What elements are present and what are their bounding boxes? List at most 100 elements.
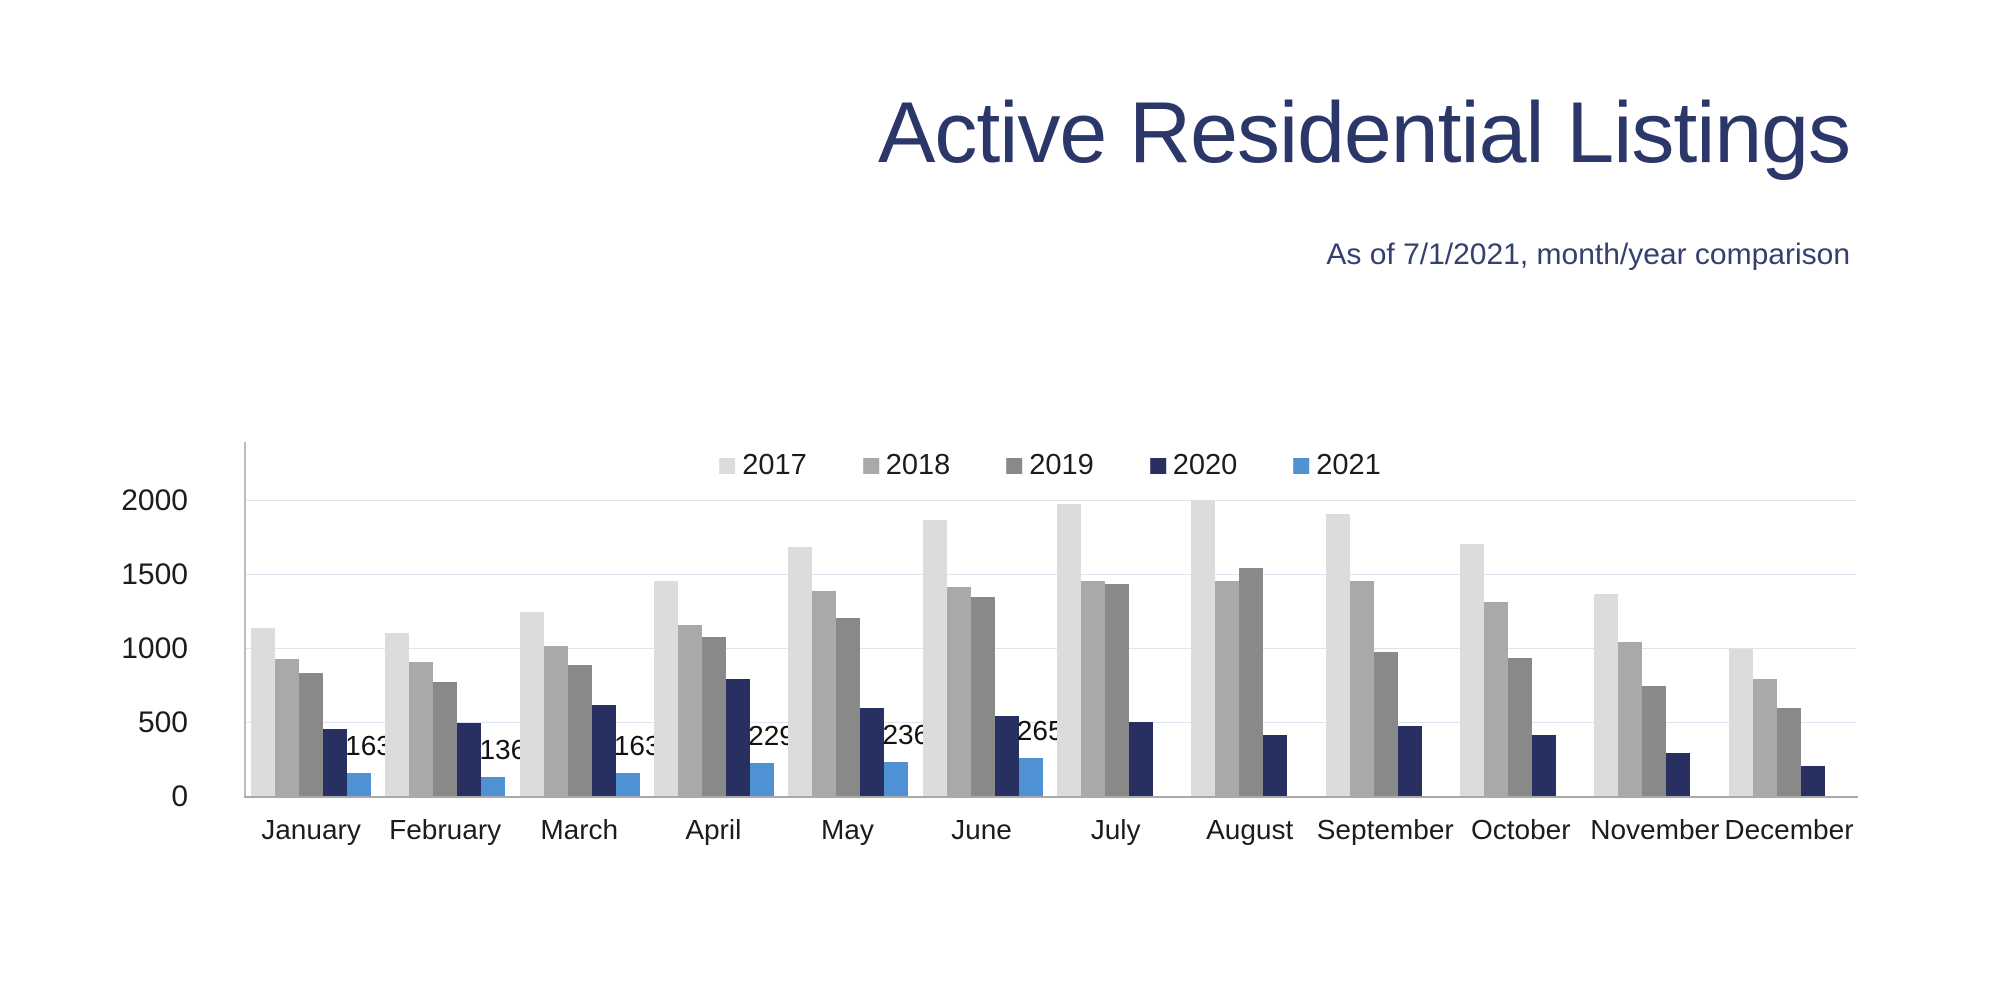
bar-2019-july [1105, 584, 1130, 797]
y-tick-label-2000: 2000 [121, 484, 188, 518]
bar-2017-december [1728, 649, 1753, 797]
month-label-november: November [1590, 814, 1720, 845]
legend-swatch-2020-icon [1149, 457, 1166, 474]
bar-2018-january [275, 659, 300, 797]
bar-2017-june [922, 520, 947, 797]
bar-2017-september [1325, 514, 1350, 797]
legend-item-2018: 2018 [862, 449, 951, 481]
month-group-june: 265 [916, 442, 1064, 797]
bar-2018-july [1081, 581, 1106, 797]
bar-2019-october [1508, 657, 1533, 797]
legend-swatch-2019-icon [1006, 457, 1023, 474]
gridline-1500 [244, 574, 1856, 576]
month-group-november [1587, 442, 1721, 797]
bar-2020-august [1263, 734, 1288, 797]
bar-2019-january [299, 672, 324, 797]
bar-2020-april [726, 678, 751, 797]
bar-2018-february [409, 662, 434, 797]
bar-2017-october [1460, 544, 1485, 797]
y-axis-line [244, 442, 246, 797]
legend-item-2019: 2019 [1006, 451, 1094, 480]
bar-2019-march [567, 665, 592, 797]
gridline-500 [244, 722, 1856, 724]
bar-2021-april [750, 763, 775, 797]
month-group-september [1319, 442, 1453, 797]
bar-2018-august [1215, 581, 1240, 797]
legend-swatch-2018-icon [862, 457, 879, 474]
month-label-january: January [261, 814, 361, 845]
chart: 0 500 1000 1500 2000 163 136 163 229 236 265 2017… [121, 442, 1858, 845]
month-label-june: June [951, 814, 1012, 845]
bar-2021-february [481, 776, 506, 797]
y-axis-tick-labels: 0 500 1000 1500 2000 [114, 442, 214, 812]
month-group-october [1453, 442, 1587, 797]
bar-2019-august [1239, 567, 1264, 797]
bar-2017-february [385, 632, 410, 797]
chart-title: Active Residential Listings [877, 85, 1851, 181]
data-label-2021-february: 136 [479, 733, 527, 765]
data-label-2021-march: 163 [613, 729, 661, 761]
bar-2021-june [1018, 757, 1043, 797]
bar-2020-october [1532, 734, 1557, 797]
month-label-october: October [1470, 814, 1571, 845]
month-group-may: 236 [781, 442, 929, 797]
bar-2017-march [519, 612, 544, 797]
bar-2020-june [994, 715, 1019, 797]
y-tick-label-0: 0 [171, 780, 188, 813]
bar-2020-december [1800, 765, 1825, 797]
bar-2019-september [1373, 652, 1398, 797]
legend-label-2020: 2020 [1172, 449, 1238, 481]
x-axis-line [244, 796, 1858, 798]
month-group-december [1722, 442, 1856, 797]
month-group-july [1050, 442, 1184, 797]
bar-2020-may [860, 708, 885, 797]
month-label-december: December [1724, 814, 1854, 845]
bar-2018-march [543, 646, 568, 797]
bar-2021-march [615, 772, 640, 797]
bar-2017-august [1191, 499, 1216, 797]
bar-2020-november [1666, 752, 1691, 797]
chart-subtitle: As of 7/1/2021, month/year comparison [1326, 238, 1850, 271]
month-group-january: 163 [244, 442, 392, 797]
bar-2018-may [812, 591, 837, 797]
legend-label-2019: 2019 [1029, 449, 1094, 481]
bar-2017-july [1057, 504, 1082, 797]
bar-2019-december [1776, 708, 1801, 797]
bar-2018-september [1349, 581, 1374, 797]
gridline-1000 [244, 648, 1856, 650]
month-label-february: February [389, 814, 502, 845]
data-label-2021-january: 163 [345, 729, 392, 761]
legend-item-2020: 2020 [1149, 449, 1238, 481]
legend-swatch-2021-icon [1293, 457, 1310, 474]
data-label-2021-april: 229 [748, 720, 795, 752]
month-group-april: 229 [647, 442, 795, 797]
legend-item-2021: 2021 [1293, 451, 1381, 480]
y-tick-label-1500: 1500 [121, 558, 188, 592]
month-label-september: September [1316, 814, 1454, 845]
bar-2020-july [1129, 721, 1154, 797]
bar-2019-april [702, 637, 727, 797]
bar-2017-november [1594, 594, 1619, 797]
data-label-2021-june: 265 [1016, 714, 1064, 746]
bar-2020-september [1397, 726, 1422, 797]
bar-2018-june [946, 586, 971, 797]
y-tick-label-1000: 1000 [121, 632, 188, 666]
legend-label-2021: 2021 [1316, 449, 1381, 481]
bar-2018-october [1484, 601, 1509, 797]
legend-label-2018: 2018 [885, 449, 951, 481]
bar-2019-june [970, 597, 995, 797]
month-label-may: May [820, 814, 874, 845]
month-label-july: July [1090, 814, 1141, 845]
legend-swatch-2017-icon [719, 457, 736, 474]
legend-label-2017: 2017 [742, 449, 807, 481]
bar-2018-april [678, 625, 703, 797]
bar-2019-february [433, 681, 458, 797]
bar-2019-may [836, 618, 861, 797]
bar-2017-may [788, 547, 813, 797]
data-label-2021-may: 236 [882, 719, 930, 751]
x-axis-category-labels: January February March April May June July Augu… [244, 813, 1856, 847]
month-group-february: 136 [378, 442, 526, 797]
bar-2020-january [323, 728, 348, 797]
legend-item-2017: 2017 [719, 451, 807, 480]
bar-2017-january [251, 628, 276, 797]
